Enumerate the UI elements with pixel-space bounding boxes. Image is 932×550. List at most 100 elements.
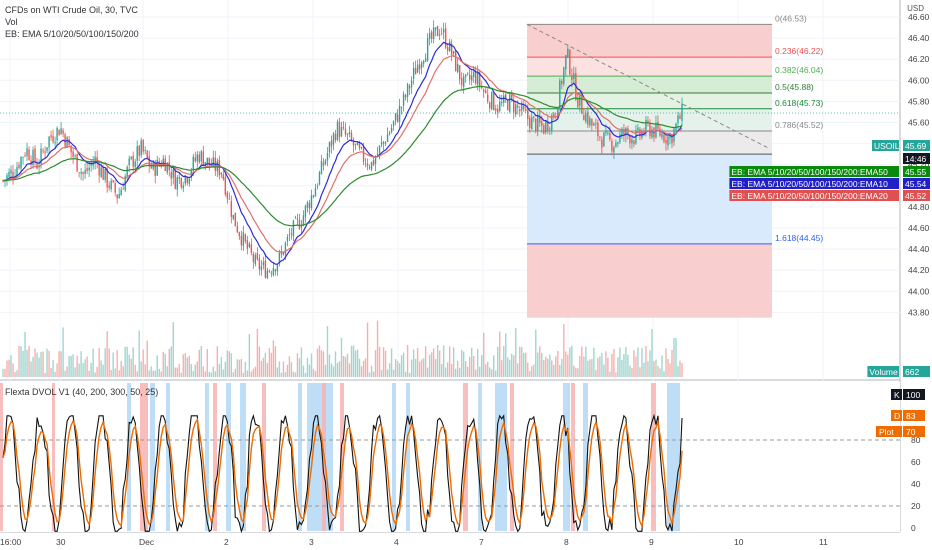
- volume-bar: [613, 348, 615, 377]
- volume-bar: [426, 367, 429, 377]
- volume-bar: [577, 368, 579, 377]
- volume-bar: [162, 351, 164, 377]
- volume-bar: [579, 355, 581, 377]
- volume-bar: [601, 352, 603, 377]
- time-label-box: [903, 153, 930, 164]
- volume-bar: [589, 359, 591, 377]
- fib-level-label: 0.618(45.73): [775, 98, 823, 108]
- candle-body: [146, 150, 148, 158]
- volume-bar: [104, 348, 106, 377]
- volume-bar: [637, 347, 639, 377]
- volume-bar: [80, 351, 82, 377]
- candle-body: [128, 158, 130, 166]
- oscillator-band: [205, 383, 209, 531]
- volume-bar: [591, 359, 593, 377]
- candle-body: [28, 149, 30, 160]
- candle-body: [561, 80, 563, 85]
- volume-bar: [422, 358, 425, 377]
- volume-bar: [152, 370, 154, 377]
- k-label-box: [903, 389, 925, 400]
- volume-bar: [587, 360, 589, 377]
- candle-body: [24, 155, 26, 157]
- candle-body: [228, 198, 231, 200]
- volume-bar: [42, 351, 44, 377]
- volume-legend[interactable]: Vol: [5, 17, 18, 27]
- candle-body: [597, 122, 599, 137]
- volume-bar: [98, 348, 100, 377]
- volume-bar: [460, 349, 463, 377]
- d-label-value: 83: [906, 411, 916, 421]
- volume-bar: [611, 354, 613, 377]
- candle-body: [92, 163, 94, 166]
- fib-level-label: 0.786(45.52): [775, 120, 823, 130]
- candle-body: [106, 168, 108, 188]
- volume-bar: [66, 366, 68, 377]
- candle-body: [112, 180, 114, 183]
- candle-body: [627, 128, 629, 135]
- volume-bar: [128, 354, 130, 377]
- candle-body: [605, 131, 607, 134]
- candle-body: [420, 62, 423, 68]
- volume-label-text: Volume: [869, 367, 898, 377]
- volume-bar: [631, 367, 633, 377]
- candle-body: [667, 136, 669, 146]
- oscillator-title[interactable]: Flexta DVOL V1 (40, 200, 300, 50, 25): [5, 387, 159, 397]
- volume-bar: [599, 356, 601, 377]
- volume-bar: [487, 361, 489, 377]
- candle-body: [36, 163, 38, 169]
- time-tick-label: 7: [479, 537, 484, 547]
- candle-body: [34, 148, 36, 163]
- candle-body: [138, 145, 140, 156]
- volume-bar: [679, 360, 681, 377]
- candle-body: [446, 47, 449, 52]
- candle-body: [262, 261, 265, 266]
- candle-body: [250, 244, 253, 253]
- volume-bar: [54, 371, 56, 377]
- candle-body: [579, 95, 581, 106]
- ema-legend[interactable]: EB: EMA 5/10/20/50/100/150/200: [5, 29, 139, 39]
- volume-bar: [120, 360, 122, 377]
- candle-body: [452, 51, 455, 54]
- volume-bar: [86, 356, 88, 377]
- volume-bar: [533, 364, 535, 377]
- volume-bar: [276, 367, 279, 377]
- candle-body: [372, 159, 375, 165]
- candle-body: [350, 133, 353, 141]
- volume-bar: [126, 346, 128, 377]
- candle-body: [60, 128, 62, 135]
- k-label-tag: [891, 389, 902, 400]
- usoil-price-label-value: 45.69: [905, 141, 927, 151]
- candle-body: [370, 161, 373, 170]
- volume-bar: [50, 367, 52, 377]
- ema50-label-tag: [729, 166, 899, 177]
- volume-bar: [368, 372, 371, 377]
- time-tick-label: 11: [819, 537, 828, 547]
- candle-body: [669, 136, 671, 139]
- volume-bar: [466, 366, 469, 377]
- volume-bar: [338, 361, 341, 377]
- volume-bar: [58, 351, 60, 377]
- volume-bar: [208, 372, 211, 377]
- candle-body: [499, 101, 501, 111]
- d-label-box: [903, 410, 925, 421]
- candle-body: [444, 28, 447, 48]
- candle-body: [615, 142, 617, 147]
- volume-bar: [561, 358, 563, 377]
- volume-bar: [360, 366, 363, 377]
- volume-bar: [316, 348, 319, 377]
- volume-bar: [406, 345, 409, 377]
- candle-body: [258, 258, 261, 270]
- volume-bar: [116, 350, 118, 377]
- price-tick-label: 44.60: [908, 223, 930, 233]
- symbol-title[interactable]: CFDs on WTI Crude Oil, 30, TVC: [5, 5, 138, 15]
- candle-body: [306, 202, 309, 208]
- volume-bar: [340, 337, 343, 377]
- volume-bar: [374, 349, 377, 377]
- volume-label-tag: [867, 366, 899, 377]
- volume-bar: [398, 363, 401, 377]
- volume-bar: [324, 364, 327, 377]
- volume-bar: [250, 371, 253, 377]
- volume-bar: [418, 361, 421, 377]
- d-label-text: D: [894, 411, 900, 421]
- volume-bar: [280, 372, 283, 377]
